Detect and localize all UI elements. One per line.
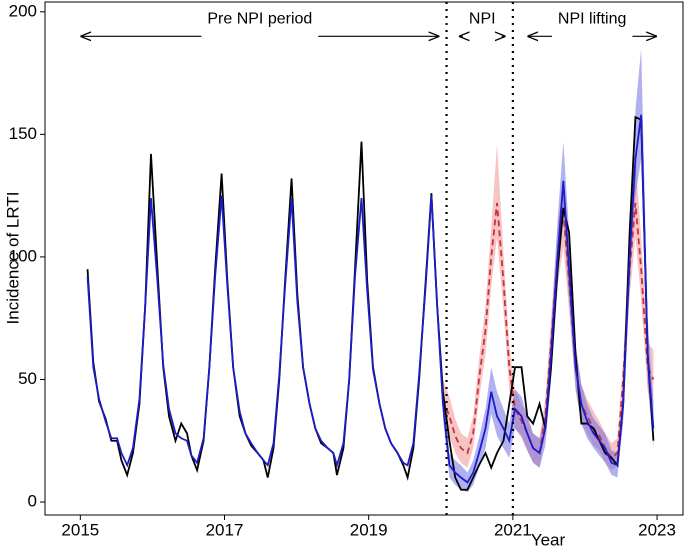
plot-area [44, 1, 684, 516]
x-tick-label: 2019 [350, 520, 388, 539]
x-tick-label: 2015 [61, 520, 99, 539]
y-tick-label: 0 [28, 491, 37, 510]
label-background [201, 35, 319, 38]
x-tick-label: 2023 [638, 520, 676, 539]
period-label: NPI lifting [558, 11, 626, 28]
confidence-band [442, 144, 654, 471]
period-label: NPI [469, 11, 496, 28]
line [86, 114, 655, 484]
y-axis-label: Incidence of LRTI [3, 192, 22, 325]
y-tick-label: 100 [9, 246, 37, 265]
label-background [462, 35, 502, 38]
y-tick-label: 50 [18, 369, 37, 388]
line [442, 202, 655, 460]
y-tick-label: 200 [9, 1, 37, 20]
period-label: Pre NPI period [207, 11, 312, 28]
x-tick-label: 2017 [206, 520, 244, 539]
y-tick-label: 150 [9, 124, 37, 143]
label-background [551, 35, 633, 38]
x-tick-label: 2021 [494, 520, 532, 539]
x-axis-label: Year [531, 530, 566, 549]
